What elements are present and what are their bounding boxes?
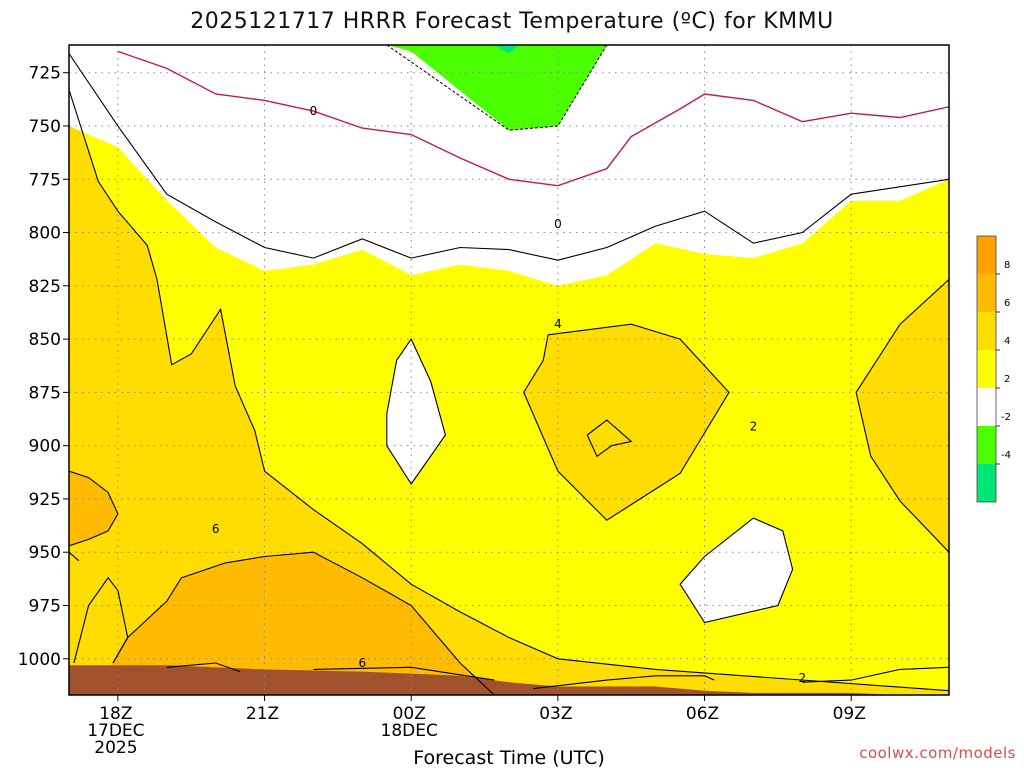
- x-axis-label: Forecast Time (UTC): [413, 747, 604, 768]
- y-tick-label-1000: 1000: [18, 650, 61, 670]
- plot-frame: [68, 44, 950, 696]
- y-tick-label-875: 875: [29, 383, 61, 403]
- x-tick-label-7-0: 00Z: [393, 704, 426, 724]
- y-tick-label-925: 925: [29, 490, 61, 510]
- contour-line-7: [679, 517, 794, 624]
- contour-line-10: [112, 551, 495, 695]
- plot-area: 0 0 4 2 6 6 2: [68, 44, 950, 696]
- chart-title: 2025121717 HRRR Forecast Temperature (ºC…: [190, 9, 833, 34]
- y-tick-label-775: 775: [29, 170, 61, 190]
- colorbar-bin-lt_neg4: [977, 464, 996, 502]
- credit-text: coolwx.com/models: [859, 744, 1016, 762]
- contour-line-14: [802, 666, 949, 683]
- contour-label-2: 4: [554, 317, 562, 331]
- temp-region-p6_8-3: [69, 471, 118, 546]
- x-tick-label-4-0: 21Z: [246, 704, 279, 724]
- y-tick-label-750: 750: [29, 117, 61, 137]
- colorbar-bin-p4_6: [977, 312, 996, 350]
- x-tick-label-7-1: 18DEC: [381, 721, 438, 741]
- temp-region-p4_6-6: [523, 324, 729, 521]
- contour-labels: 0 0 4 2 6 6 2: [212, 104, 806, 685]
- contour-line-2: [69, 551, 80, 562]
- contour-line-6: [386, 338, 446, 485]
- freezing-line: [117, 50, 949, 187]
- ground-fill: [69, 665, 901, 695]
- colorbar: 8 6 4 2 -2 -4: [976, 235, 1011, 503]
- ground-layer: [69, 665, 901, 695]
- contour-label-1: 0: [554, 217, 562, 231]
- contour-line-9: [586, 419, 633, 458]
- x-tick-label-10-0: 03Z: [539, 704, 572, 724]
- colorbar-frame: [976, 235, 997, 503]
- contour-line-11: [166, 662, 241, 673]
- x-tick-label-1-2: 2025: [94, 738, 137, 758]
- contour-line-13: [533, 675, 715, 690]
- contour-line-5: [523, 323, 730, 521]
- colorbar-bin-p6_8: [977, 274, 996, 312]
- contour-label-6: 2: [799, 671, 807, 685]
- y-axis: 725 750 775 800 825 850 875 900 925 950 975 1000: [18, 64, 69, 670]
- y-tick-label-950: 950: [29, 543, 61, 563]
- temp-region-p4_6-5: [856, 279, 949, 553]
- contour-lines: [69, 45, 949, 695]
- x-tick-label-13-0: 06Z: [686, 704, 719, 724]
- y-tick-label-825: 825: [29, 277, 61, 297]
- x-tick-label-1-0: 18Z: [99, 704, 132, 724]
- contour-label-4: 6: [212, 522, 220, 536]
- colorbar-bin-neg2_2: [977, 388, 996, 426]
- temperature-fills: [69, 45, 949, 695]
- cold-region-outline: [386, 45, 608, 131]
- contour-label-5: 6: [359, 656, 367, 670]
- contour-line-3: [69, 53, 949, 261]
- y-tick-label-800: 800: [29, 224, 61, 244]
- contour-line-4: [855, 278, 949, 553]
- colorbar-tick-label-5: -4: [1001, 450, 1011, 461]
- colorbar-tick-label-1: 6: [1004, 298, 1010, 309]
- colorbar-bin-neg4_neg2: [977, 426, 996, 464]
- y-tick-label-850: 850: [29, 330, 61, 350]
- x-tick-label-1-1: 17DEC: [87, 721, 144, 741]
- gridlines: [69, 45, 949, 695]
- temp-region-neg4_neg2-10: [386, 45, 607, 131]
- colorbar-tick-label-2: 4: [1004, 336, 1010, 347]
- y-tick-label-900: 900: [29, 437, 61, 457]
- colorbar-bin-p2_4: [977, 350, 996, 388]
- contour-label-3: 2: [750, 419, 758, 433]
- y-tick-label-975: 975: [29, 596, 61, 616]
- x-tick-label-16-0: 09Z: [833, 704, 866, 724]
- colorbar-tick-label-4: -2: [1001, 412, 1011, 423]
- temp-region-lt_neg4-11: [494, 45, 519, 54]
- contour-line-1: [69, 89, 949, 692]
- contour-line-8: [69, 470, 119, 547]
- temp-region-neg2_2-7: [386, 339, 446, 484]
- colorbar-bin-p8_10: [977, 236, 996, 274]
- colorbar-tick-label-3: 2: [1004, 374, 1010, 385]
- y-tick-label-725: 725: [29, 64, 61, 84]
- contour-line-12: [313, 666, 495, 681]
- colorbar-tick-label-0: 8: [1004, 260, 1010, 271]
- temp-region-p4_6-1: [69, 89, 949, 695]
- contour-label-0: 0: [310, 104, 318, 118]
- temp-region-neg2_2-8: [680, 518, 793, 623]
